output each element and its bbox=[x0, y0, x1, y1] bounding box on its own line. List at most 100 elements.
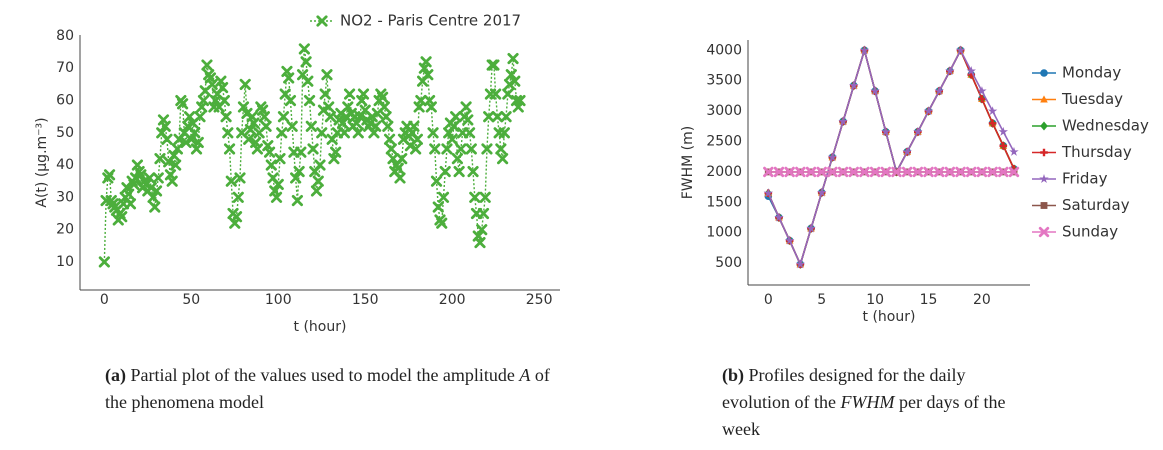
marker bbox=[870, 86, 880, 96]
marker bbox=[241, 107, 253, 120]
caption-symbol: FWHM bbox=[840, 392, 895, 412]
marker bbox=[462, 114, 474, 126]
marker bbox=[290, 172, 302, 184]
marker bbox=[237, 101, 250, 113]
marker bbox=[145, 182, 157, 194]
marker bbox=[806, 223, 816, 233]
marker bbox=[251, 143, 263, 155]
marker bbox=[977, 86, 987, 96]
y-tick-label: 500 bbox=[715, 255, 742, 271]
marker bbox=[183, 111, 196, 123]
marker bbox=[168, 149, 180, 161]
x-tick-label: 15 bbox=[920, 292, 938, 308]
marker bbox=[474, 236, 486, 249]
legend-marker bbox=[1038, 226, 1050, 238]
x-tick-label: 50 bbox=[182, 292, 200, 308]
marker bbox=[206, 78, 218, 90]
caption-text: Profiles designed for the daily evolutio… bbox=[722, 365, 966, 412]
marker bbox=[1009, 146, 1019, 156]
marker bbox=[467, 165, 479, 178]
marker bbox=[439, 165, 451, 178]
marker bbox=[490, 88, 502, 100]
marker bbox=[98, 256, 110, 268]
marker bbox=[232, 191, 244, 203]
marker bbox=[394, 172, 406, 184]
marker bbox=[189, 127, 201, 139]
marker bbox=[370, 120, 382, 132]
marker bbox=[302, 75, 314, 87]
marker bbox=[425, 101, 437, 113]
marker bbox=[103, 169, 116, 181]
marker bbox=[463, 127, 476, 139]
marker bbox=[180, 136, 192, 149]
marker bbox=[998, 126, 1008, 136]
marker bbox=[270, 191, 283, 203]
marker bbox=[448, 120, 460, 132]
marker bbox=[477, 207, 490, 220]
caption-a: (a) Partial plot of the values used to m… bbox=[105, 362, 575, 416]
marker bbox=[330, 146, 342, 158]
marker bbox=[502, 88, 514, 100]
marker bbox=[966, 166, 977, 178]
marker bbox=[260, 120, 272, 132]
marker bbox=[859, 166, 870, 178]
marker bbox=[385, 143, 397, 155]
marker bbox=[817, 187, 827, 197]
y-tick-label: 3500 bbox=[706, 73, 742, 89]
marker bbox=[1008, 166, 1020, 178]
marker bbox=[827, 152, 838, 162]
marker bbox=[988, 119, 997, 128]
x-tick-label: 0 bbox=[764, 292, 773, 308]
x-tick-label: 5 bbox=[817, 292, 826, 308]
marker bbox=[429, 143, 441, 155]
marker bbox=[446, 133, 458, 145]
marker bbox=[150, 185, 163, 197]
marker bbox=[258, 111, 270, 123]
marker bbox=[479, 191, 491, 203]
marker bbox=[312, 175, 324, 187]
marker bbox=[488, 59, 500, 71]
marker bbox=[955, 45, 966, 55]
marker bbox=[945, 66, 955, 75]
marker bbox=[197, 94, 210, 107]
x-tick-label: 150 bbox=[352, 292, 379, 308]
marker bbox=[476, 224, 488, 236]
marker bbox=[170, 159, 182, 171]
legend-marker bbox=[316, 15, 328, 27]
marker bbox=[343, 88, 356, 100]
marker bbox=[509, 75, 521, 87]
marker bbox=[277, 111, 290, 123]
marker bbox=[321, 69, 333, 81]
marker bbox=[265, 159, 277, 171]
marker bbox=[987, 166, 998, 178]
marker bbox=[274, 153, 286, 165]
marker bbox=[248, 117, 260, 129]
marker bbox=[880, 166, 891, 178]
marker bbox=[135, 169, 147, 181]
legend-label: Thursday bbox=[1061, 143, 1132, 161]
y-tick-label: 2000 bbox=[706, 164, 742, 180]
marker bbox=[283, 72, 295, 84]
marker bbox=[152, 172, 164, 184]
caption-text: of the phenomena model bbox=[105, 365, 550, 412]
marker bbox=[316, 127, 328, 139]
marker bbox=[286, 120, 298, 132]
marker bbox=[366, 111, 378, 123]
marker bbox=[143, 172, 156, 184]
marker bbox=[218, 94, 230, 107]
marker bbox=[319, 88, 331, 100]
series-line bbox=[767, 47, 1015, 267]
marker bbox=[305, 120, 317, 132]
marker bbox=[147, 191, 159, 203]
marker bbox=[505, 69, 517, 81]
marker bbox=[382, 120, 394, 132]
caption-b: (b) Profiles designed for the daily evol… bbox=[722, 362, 1032, 443]
marker bbox=[987, 106, 998, 116]
marker bbox=[243, 133, 255, 145]
y-tick-label: 80 bbox=[56, 28, 74, 44]
marker bbox=[225, 175, 237, 187]
x-axis-label: t (hour) bbox=[294, 319, 347, 335]
marker bbox=[805, 166, 817, 178]
marker bbox=[432, 201, 444, 213]
marker bbox=[383, 133, 396, 145]
